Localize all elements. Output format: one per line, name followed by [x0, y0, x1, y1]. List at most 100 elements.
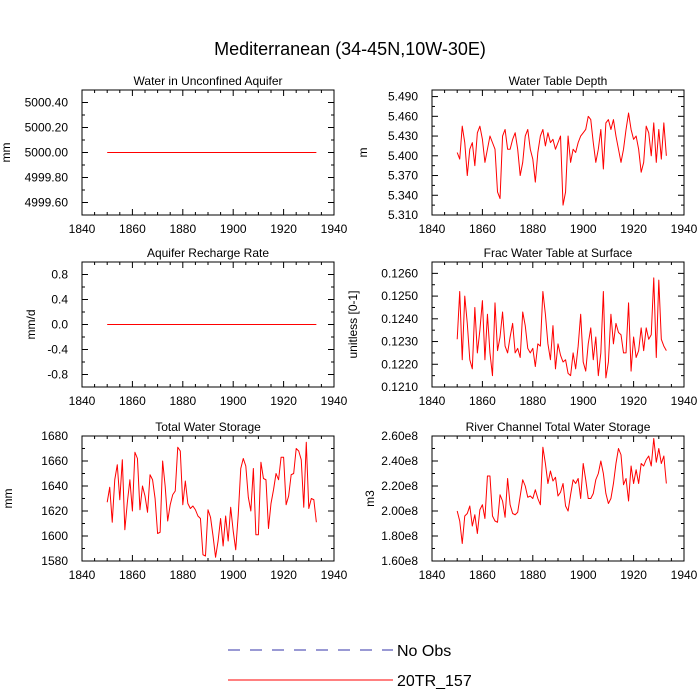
x-tick-label: 1840: [419, 222, 446, 236]
x-tick-label: 1880: [169, 568, 196, 582]
x-tick-label: 1840: [69, 222, 96, 236]
y-axis-label: unitless [0-1]: [346, 290, 360, 358]
y-axis-label: m3: [363, 490, 377, 507]
x-tick-label: 1900: [570, 222, 597, 236]
x-tick-label: 1940: [321, 222, 348, 236]
y-tick-label: 5000.20: [25, 121, 69, 135]
legend: No Obs 20TR_157: [228, 643, 472, 690]
x-tick-label: 1860: [119, 222, 146, 236]
panel-title: Frac Water Table at Surface: [484, 246, 633, 260]
x-tick-label: 1860: [469, 394, 496, 408]
panel-aquifer-recharge-rate: Aquifer Recharge Rate mm/d 1840 1860 1880 190…: [24, 246, 348, 408]
x-tick-label: 1940: [321, 394, 348, 408]
y-tick-label: 5000.00: [25, 146, 69, 160]
panel-title: Aquifer Recharge Rate: [147, 246, 269, 260]
x-tick-label: 1920: [270, 568, 297, 582]
x-tick-label: 1860: [119, 568, 146, 582]
y-tick-label: 1600: [41, 529, 68, 543]
x-tick-label: 1880: [519, 394, 546, 408]
y-tick-label: 5.430: [388, 129, 418, 143]
y-tick-label: 1580: [41, 554, 68, 568]
x-tick-label: 1920: [270, 394, 297, 408]
series-line-total-water-storage: [106, 441, 317, 558]
x-tick-label: 1880: [169, 394, 196, 408]
y-tick-label: 2.40e8: [381, 454, 418, 468]
x-tick-label: 1900: [570, 394, 597, 408]
y-tick-label: 5000.40: [25, 96, 69, 110]
y-tick-label: 5.310: [388, 208, 418, 222]
x-tick-label: 1940: [671, 222, 698, 236]
x-tick-label: 1860: [469, 568, 496, 582]
y-tick-label: 0.1260: [381, 266, 418, 280]
x-tick-label: 1840: [419, 394, 446, 408]
y-tick-label: 1620: [41, 504, 68, 518]
y-tick-label: 4999.80: [25, 171, 69, 185]
panel-water-in-unconfined-aquifer: Water in Unconfined Aquifer mm 1840 1860 188…: [0, 74, 348, 236]
y-tick-label: -0.4: [47, 343, 68, 357]
y-tick-label: 1680: [41, 429, 68, 443]
y-tick-label: 5.370: [388, 169, 418, 183]
x-tick-label: 1860: [119, 394, 146, 408]
series-line-frac-water-table-at-surface: [456, 277, 667, 379]
panel-title: River Channel Total Water Storage: [466, 420, 651, 434]
panel-title: Water Table Depth: [509, 74, 608, 88]
y-axis-label: m: [356, 148, 370, 158]
x-tick-label: 1880: [169, 222, 196, 236]
y-tick-label: 0.1230: [381, 335, 418, 349]
y-tick-label: 0.1250: [381, 289, 418, 303]
legend-label-no-obs: No Obs: [397, 643, 451, 660]
x-tick-label: 1900: [220, 222, 247, 236]
y-tick-label: 5.340: [388, 188, 418, 202]
y-tick-label: 0.1220: [381, 357, 418, 371]
y-axis-label: mm: [0, 143, 13, 163]
panel-title: Total Water Storage: [155, 420, 261, 434]
x-tick-label: 1920: [620, 394, 647, 408]
y-axis-label: mm/d: [24, 310, 38, 340]
y-tick-label: 2.60e8: [381, 429, 418, 443]
y-tick-label: -0.8: [47, 368, 68, 382]
figure-title: Mediterranean (34-45N,10W-30E): [214, 39, 486, 59]
x-tick-label: 1840: [69, 394, 96, 408]
x-tick-label: 1840: [69, 568, 96, 582]
y-tick-label: 1.60e8: [381, 554, 418, 568]
x-tick-label: 1880: [519, 568, 546, 582]
y-axis-label: mm: [1, 489, 15, 509]
y-tick-label: 0.8: [51, 268, 68, 282]
series-line-river-channel-total-water-storage: [456, 438, 667, 544]
x-tick-label: 1920: [620, 222, 647, 236]
y-tick-label: 5.460: [388, 109, 418, 123]
x-tick-label: 1900: [570, 568, 597, 582]
y-tick-label: 0.0: [51, 318, 68, 332]
x-tick-label: 1920: [270, 222, 297, 236]
y-tick-label: 0.4: [51, 293, 68, 307]
x-tick-label: 1860: [469, 222, 496, 236]
panel-title: Water in Unconfined Aquifer: [134, 74, 283, 88]
y-tick-label: 2.00e8: [381, 504, 418, 518]
y-tick-label: 1660: [41, 454, 68, 468]
series-line-water-table-depth: [456, 112, 667, 206]
x-tick-label: 1940: [321, 568, 348, 582]
y-tick-label: 2.20e8: [381, 479, 418, 493]
panel-water-table-depth: Water Table Depth m 1840 1860 1880 1900 1920 19…: [356, 74, 698, 236]
panel-frac-water-table-at-surface: Frac Water Table at Surface unitless [0-1…: [346, 246, 698, 408]
y-tick-label: 0.1210: [381, 380, 418, 394]
x-tick-label: 1920: [620, 568, 647, 582]
y-tick-label: 4999.60: [25, 196, 69, 210]
y-tick-label: 0.1240: [381, 312, 418, 326]
x-tick-label: 1840: [419, 568, 446, 582]
legend-label-20tr-157: 20TR_157: [397, 673, 472, 690]
y-tick-label: 5.400: [388, 149, 418, 163]
x-tick-label: 1900: [220, 568, 247, 582]
panel-total-water-storage: Total Water Storage mm 1840 1860 1880 1900 192…: [1, 420, 348, 582]
y-tick-label: 1640: [41, 479, 68, 493]
y-tick-label: 5.490: [388, 90, 418, 104]
panels-container: Water in Unconfined Aquifer mm 1840 1860 188…: [0, 74, 698, 582]
y-tick-label: 1.80e8: [381, 529, 418, 543]
x-tick-label: 1900: [220, 394, 247, 408]
x-tick-label: 1940: [671, 394, 698, 408]
x-tick-label: 1880: [519, 222, 546, 236]
x-tick-label: 1940: [671, 568, 698, 582]
